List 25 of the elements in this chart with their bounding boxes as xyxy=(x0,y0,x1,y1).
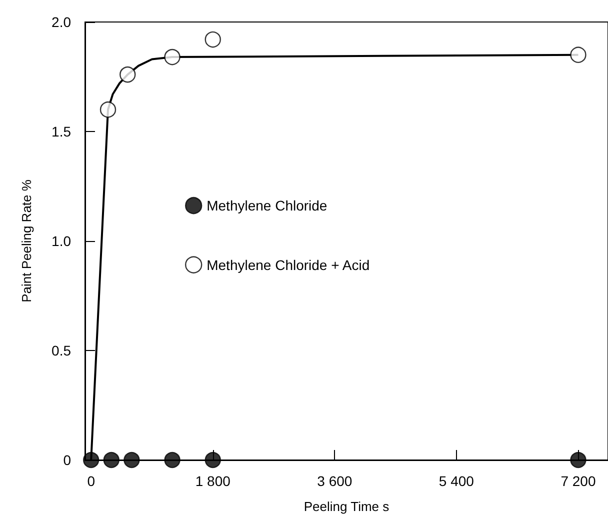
point xyxy=(83,452,100,468)
legend-label: Methylene Chloride + Acid xyxy=(206,256,370,273)
x-tick-label: 1 800 xyxy=(195,473,231,489)
y-axis-title: Paint Peeling Rate % xyxy=(19,179,34,302)
x-tick-label: 0 xyxy=(87,473,96,489)
y-tick-label: 1.0 xyxy=(52,233,72,249)
y-tick-label: 1.5 xyxy=(52,124,72,140)
y-tick-label: 0.5 xyxy=(52,342,72,358)
x-tick-label: 5 400 xyxy=(438,473,474,489)
point xyxy=(124,452,140,468)
point xyxy=(103,452,120,468)
point xyxy=(120,66,136,83)
point xyxy=(204,31,221,48)
point xyxy=(204,452,221,468)
point xyxy=(100,102,116,118)
point xyxy=(164,452,180,468)
x-tick-label: 3 600 xyxy=(317,473,352,489)
legend-label: Methylene Chloride xyxy=(206,198,328,214)
y-tick-label: 0 xyxy=(63,452,72,468)
x-axis-title: Peeling Time s xyxy=(304,499,390,514)
point xyxy=(570,452,586,468)
point xyxy=(570,46,586,63)
point xyxy=(164,48,180,66)
y-tick-label: 2.0 xyxy=(52,14,72,30)
x-tick-label: 7 200 xyxy=(560,473,596,489)
